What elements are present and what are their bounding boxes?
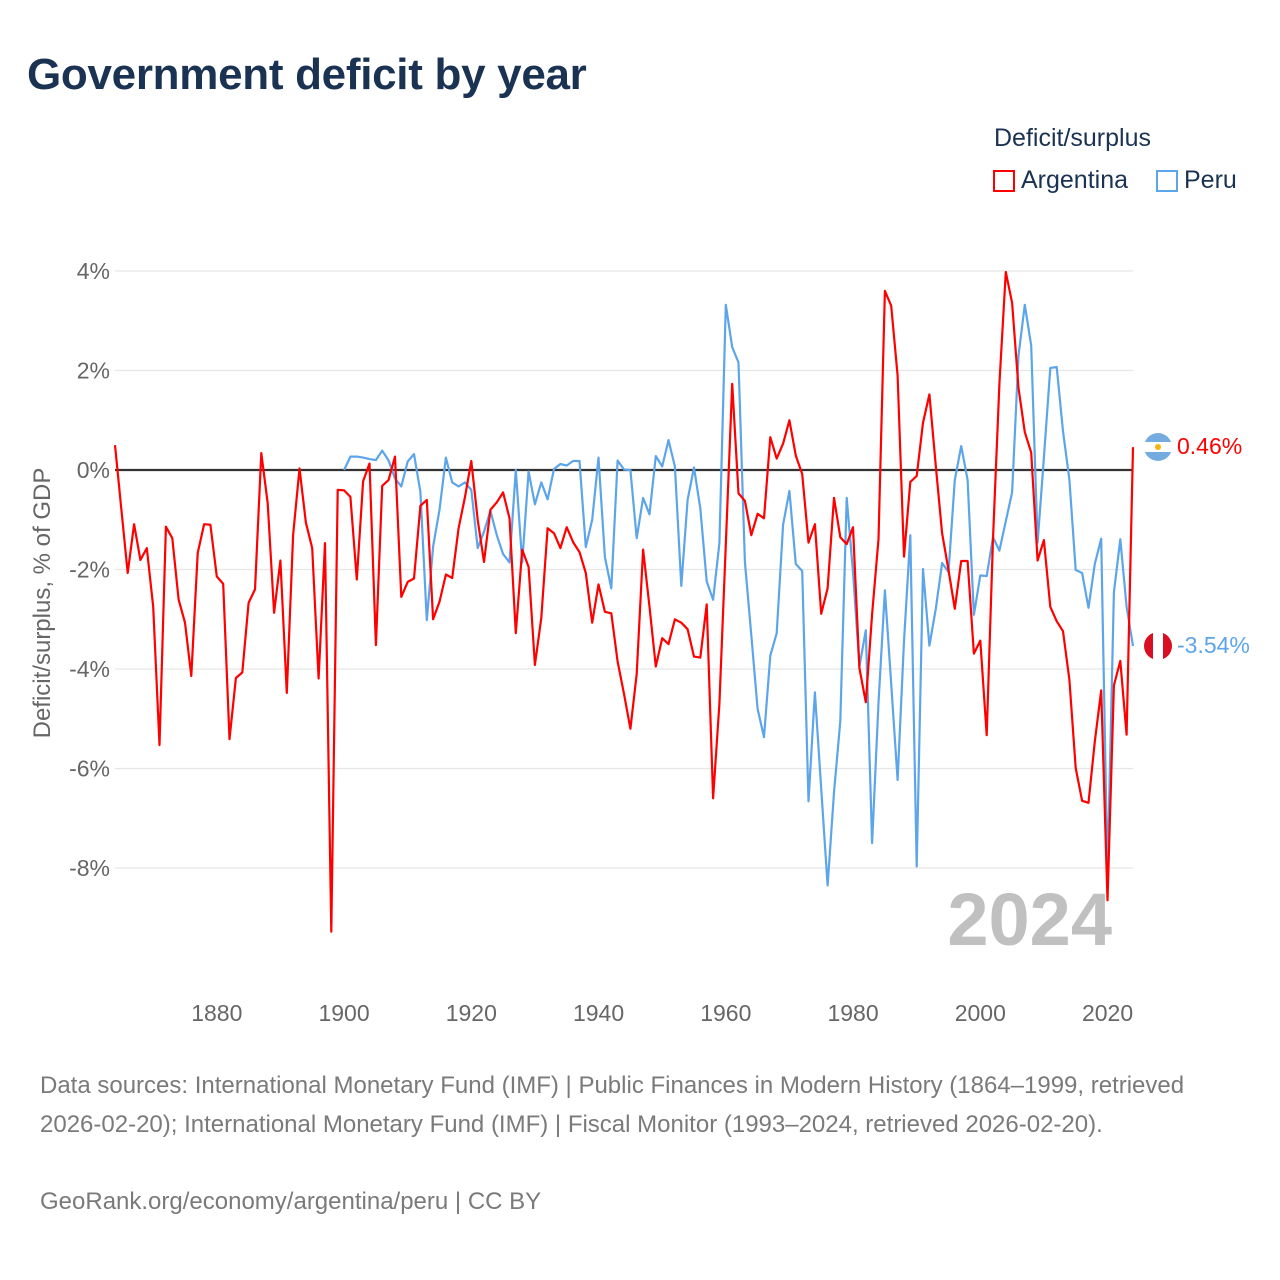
end-label-argentina: 0.46% <box>1177 433 1242 459</box>
y-tick-label: -6% <box>69 756 110 782</box>
end-label-peru: -3.54% <box>1177 632 1250 658</box>
gridlines <box>115 270 1133 869</box>
x-tick-label: 1980 <box>827 1000 878 1026</box>
x-tick-label: 1880 <box>191 1000 242 1026</box>
y-tick-label: -4% <box>69 656 110 682</box>
series-lines <box>113 270 1135 933</box>
credit-link[interactable]: GeoRank.org/economy/argentina/peru | CC … <box>40 1188 542 1215</box>
legend-label-argentina: Argentina <box>1021 166 1129 194</box>
x-tick-label: 1960 <box>700 1000 751 1026</box>
x-tick-label: 2020 <box>1082 1000 1133 1026</box>
year-watermark: 2024 <box>947 878 1112 961</box>
legend-item-argentina[interactable]: Argentina <box>993 166 1128 195</box>
x-tick-label: 1920 <box>446 1000 497 1026</box>
y-tick-label: -2% <box>69 557 110 583</box>
flag-peru-icon <box>1144 632 1172 660</box>
legend-title: Deficit/surplus <box>994 124 1151 152</box>
x-axis-ticks: 1880 1900 1920 1940 1960 1980 2000 2020 <box>191 1000 1133 1026</box>
series-line-argentina <box>113 270 1135 933</box>
x-tick-label: 1940 <box>573 1000 624 1026</box>
chart-title: Government deficit by year <box>27 50 587 99</box>
legend-item-peru[interactable]: Peru <box>1156 166 1237 195</box>
y-tick-label: 4% <box>77 258 110 284</box>
series-line-peru <box>343 303 1135 887</box>
legend-label-peru: Peru <box>1184 166 1237 194</box>
y-axis-label: Deficit/surplus, % of GDP <box>29 468 56 739</box>
x-tick-label: 1900 <box>318 1000 369 1026</box>
flag-argentina-icon <box>1144 433 1172 461</box>
y-tick-label: 0% <box>77 457 110 483</box>
y-tick-label: 2% <box>77 358 110 384</box>
line-chart: 4%2%0%-2%-4%-6%-8% 1880 1900 1920 1940 1960 1… <box>29 258 1250 1026</box>
data-sources: Data sources: International Monetary Fun… <box>40 1072 1185 1138</box>
legend-swatch-argentina <box>993 169 1015 192</box>
y-axis-ticks: 4% 2% 0% -2% -4% -6% -8% <box>69 258 110 881</box>
x-tick-label: 2000 <box>955 1000 1006 1026</box>
legend-swatch-peru <box>1156 169 1178 192</box>
y-tick-label: -8% <box>69 855 110 881</box>
